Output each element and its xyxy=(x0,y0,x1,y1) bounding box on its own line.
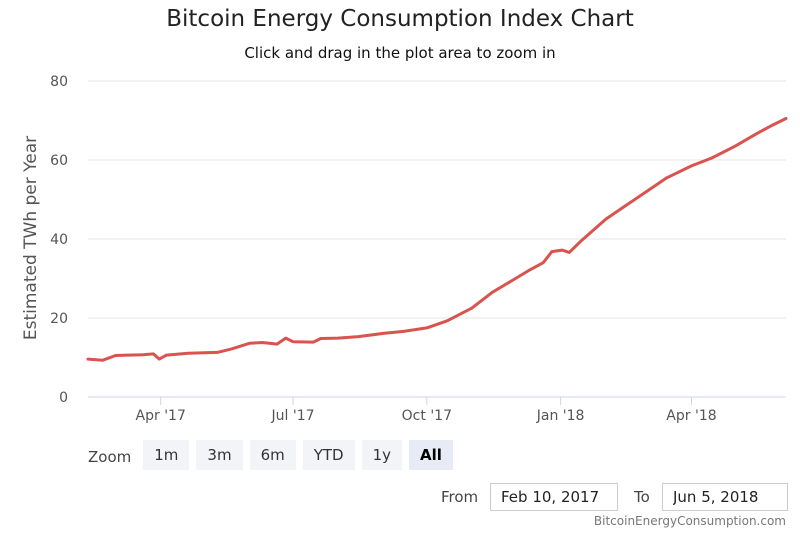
data-point xyxy=(470,306,474,310)
data-point xyxy=(560,248,564,252)
data-point xyxy=(248,342,251,345)
x-tick-label: Apr '18 xyxy=(666,408,716,424)
y-tick-label: 40 xyxy=(50,232,68,248)
data-point xyxy=(291,340,295,343)
data-point xyxy=(784,117,788,120)
data-point xyxy=(527,269,530,272)
data-point xyxy=(114,354,117,357)
range-selector: Zoom 1m 3m 6m YTD 1y All xyxy=(88,440,460,470)
from-date-input[interactable] xyxy=(490,483,618,511)
data-point xyxy=(768,125,772,128)
data-point xyxy=(645,190,648,193)
data-point xyxy=(402,330,405,333)
data-point xyxy=(312,340,315,344)
to-label: To xyxy=(634,488,650,506)
data-point xyxy=(336,336,340,340)
data-point xyxy=(357,335,360,338)
zoom-label: Zoom xyxy=(88,448,132,466)
x-tick-label: Jan '18 xyxy=(536,408,585,424)
chart-title: Bitcoin Energy Consumption Index Chart xyxy=(166,6,634,32)
data-point xyxy=(754,133,757,136)
zoom-6m-button[interactable]: 6m xyxy=(249,440,296,470)
data-point xyxy=(382,332,385,335)
data-point xyxy=(203,351,206,354)
zoom-1m-button[interactable]: 1m xyxy=(143,440,190,470)
x-tick-label: Apr '17 xyxy=(136,408,186,424)
data-point xyxy=(127,353,130,357)
data-point xyxy=(86,357,90,361)
data-point xyxy=(624,204,628,207)
data-point xyxy=(690,164,693,168)
data-point xyxy=(568,251,571,254)
to-date-input[interactable] xyxy=(662,483,788,511)
y-tick-label: 20 xyxy=(50,311,68,327)
data-point xyxy=(101,359,104,362)
y-tick-label: 0 xyxy=(59,390,68,406)
data-point xyxy=(319,337,322,340)
data-point xyxy=(733,145,737,148)
y-tick-label: 80 xyxy=(50,74,68,90)
data-point xyxy=(284,336,287,340)
data-point xyxy=(261,341,264,344)
zoom-all-button[interactable]: All xyxy=(409,440,453,470)
data-point xyxy=(216,351,219,354)
data-point xyxy=(542,261,545,264)
data-point xyxy=(187,352,190,355)
energy-series-line xyxy=(86,117,788,362)
data-point xyxy=(275,342,279,346)
data-point xyxy=(665,176,668,179)
chart-subtitle: Click and drag in the plot area to zoom … xyxy=(244,44,556,62)
data-point xyxy=(579,239,583,243)
data-point xyxy=(710,156,713,160)
from-label: From xyxy=(441,488,479,506)
data-point xyxy=(514,277,517,280)
data-point xyxy=(604,218,607,221)
zoom-ytd-button[interactable]: YTD xyxy=(302,440,355,470)
data-point xyxy=(550,250,554,253)
y-axis-label: Estimated TWh per Year xyxy=(21,135,41,341)
data-point xyxy=(230,347,234,350)
x-tick-label: Oct '17 xyxy=(402,408,452,424)
data-point xyxy=(165,353,168,357)
data-point xyxy=(152,352,155,356)
x-tick-label: Jul '17 xyxy=(271,408,315,424)
data-point xyxy=(158,357,161,361)
data-point xyxy=(425,326,428,330)
data-point xyxy=(142,353,145,356)
zoom-3m-button[interactable]: 3m xyxy=(196,440,243,470)
zoom-1y-button[interactable]: 1y xyxy=(361,440,403,470)
data-point xyxy=(446,319,449,322)
data-point xyxy=(491,291,494,294)
credit-link[interactable]: BitcoinEnergyConsumption.com xyxy=(593,514,786,528)
y-tick-label: 60 xyxy=(50,153,68,169)
